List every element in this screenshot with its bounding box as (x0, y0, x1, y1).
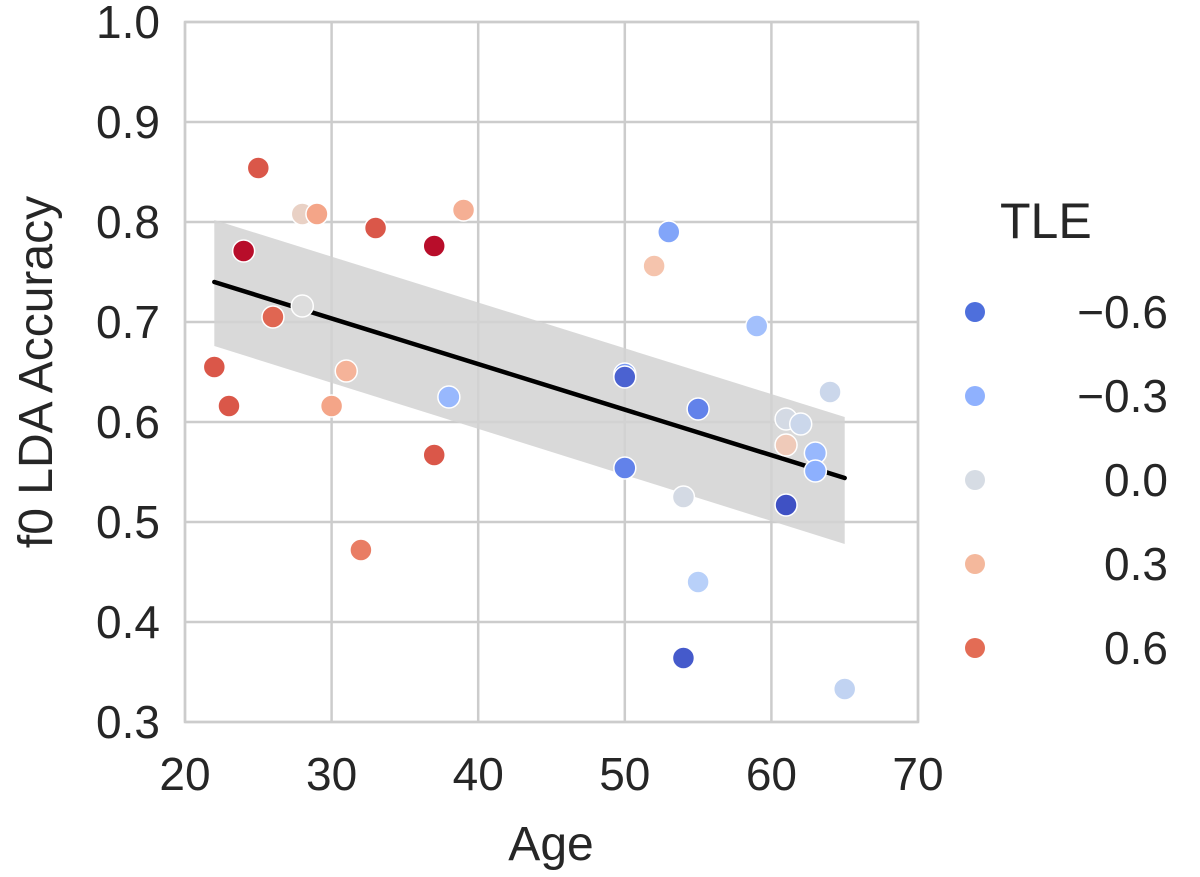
data-point (818, 380, 842, 404)
data-point (832, 677, 857, 701)
y-tick-label: 0.5 (96, 496, 160, 548)
x-tick-label: 40 (453, 748, 504, 800)
data-point (671, 646, 696, 670)
data-point (231, 239, 256, 263)
y-tick-label: 0.3 (96, 696, 160, 748)
legend-marker (965, 302, 985, 322)
data-point (437, 385, 461, 409)
data-point (451, 198, 476, 222)
legend-label: −0.6 (1077, 286, 1168, 338)
data-point (671, 485, 696, 509)
data-point (349, 538, 373, 562)
data-point (319, 394, 344, 418)
data-point (774, 433, 798, 457)
data-point (202, 355, 227, 379)
x-tick-label: 50 (599, 748, 650, 800)
data-point (613, 365, 637, 389)
y-tick-label: 0.7 (96, 296, 160, 348)
legend-label: −0.3 (1077, 370, 1168, 422)
data-point (305, 202, 329, 226)
y-tick-label: 0.8 (96, 196, 160, 248)
y-tick-labels: 0.3 0.4 0.5 0.6 0.7 0.8 0.9 1.0 (96, 0, 160, 748)
x-tick-label: 70 (892, 748, 943, 800)
data-point (422, 234, 446, 258)
x-tick-labels: 20 30 40 50 60 70 (159, 748, 943, 800)
y-tick-label: 0.9 (96, 96, 160, 148)
regression-line-group (212, 279, 847, 481)
y-axis-label: f0 LDA Accuracy (10, 196, 63, 548)
data-point (686, 570, 710, 594)
data-point (744, 314, 769, 338)
y-tick-label: 1.0 (96, 0, 160, 48)
legend: TLE −0.6 −0.3 0.0 0.3 0.6 (965, 193, 1168, 674)
data-point (422, 443, 446, 467)
x-axis-label: Age (508, 818, 593, 871)
legend-label: 0.3 (1104, 538, 1168, 590)
data-point (686, 397, 710, 421)
legend-label: 0.0 (1104, 454, 1168, 506)
legend-marker (965, 638, 985, 658)
data-point (774, 493, 798, 517)
data-points (202, 156, 857, 701)
x-tick-label: 30 (306, 748, 357, 800)
legend-title: TLE (1000, 193, 1092, 249)
data-point (803, 459, 828, 483)
x-tick-label: 20 (159, 748, 210, 800)
data-point (363, 216, 388, 240)
data-point (642, 254, 666, 278)
data-point (613, 456, 637, 480)
data-point (657, 220, 681, 244)
data-point (246, 156, 271, 180)
x-tick-label: 60 (746, 748, 797, 800)
data-point (217, 394, 241, 418)
legend-label: 0.6 (1104, 622, 1168, 674)
data-point (334, 359, 359, 383)
legend-marker (965, 554, 985, 574)
regression-line (212, 279, 847, 481)
y-tick-label: 0.4 (96, 596, 160, 648)
y-tick-label: 0.6 (96, 396, 160, 448)
data-point (788, 412, 813, 436)
legend-marker (965, 470, 985, 490)
plot-frame (183, 20, 920, 724)
data-point (290, 294, 315, 318)
legend-marker (965, 386, 985, 406)
data-point (261, 305, 285, 329)
